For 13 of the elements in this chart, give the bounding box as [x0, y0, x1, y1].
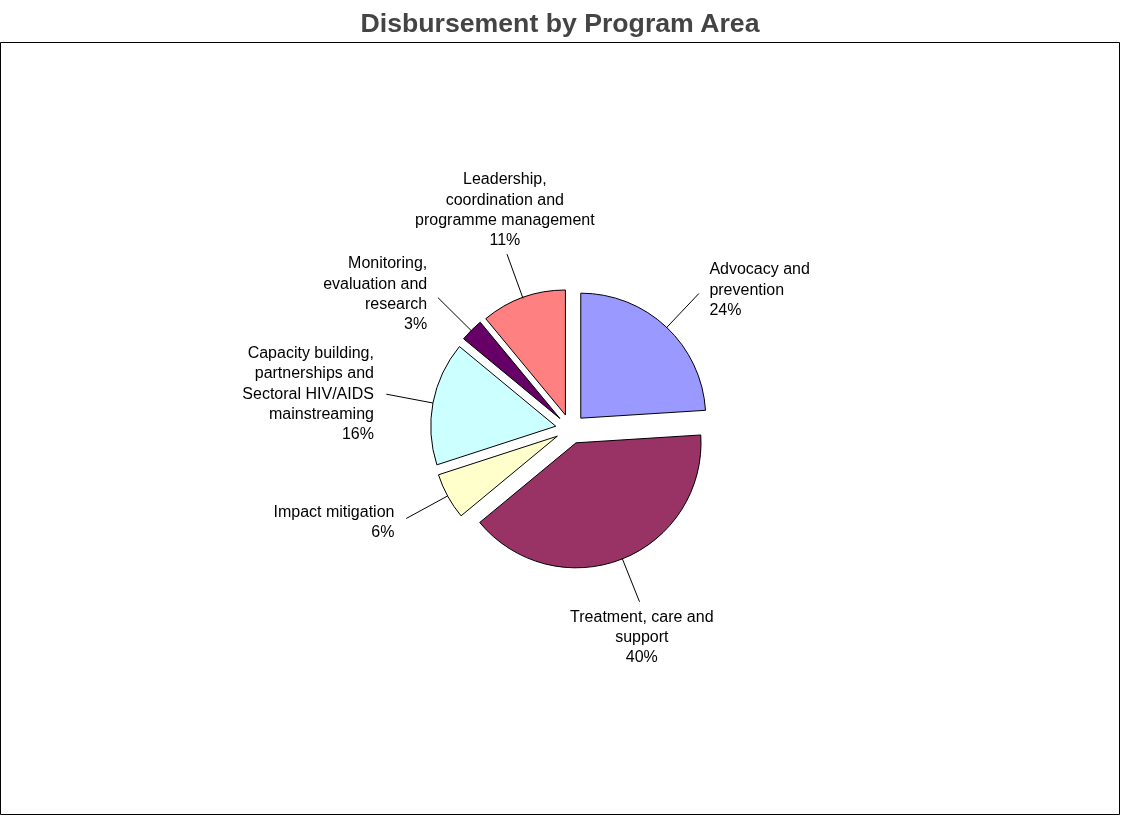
slice-label: Impact mitigation: [273, 502, 395, 520]
data-label: 6%: [371, 523, 395, 541]
data-label: 11%: [489, 231, 521, 249]
slice-label: Treatment, care and support: [570, 607, 714, 645]
chart-title: Disbursement by Program Area: [360, 7, 760, 38]
slice-label: Leadership, coordination and programme management: [415, 170, 596, 228]
slice-label: Advocacy and prevention: [709, 260, 810, 298]
data-label: 16%: [341, 425, 374, 443]
data-label: 40%: [625, 648, 658, 666]
data-label: 3%: [404, 315, 428, 333]
slice-label: Monitoring, evaluation and research: [323, 254, 428, 312]
slice-label: Capacity building, partnerships and Sectoral HIV/AIDS mainstreaming: [242, 343, 374, 422]
data-label: 24%: [709, 300, 742, 318]
